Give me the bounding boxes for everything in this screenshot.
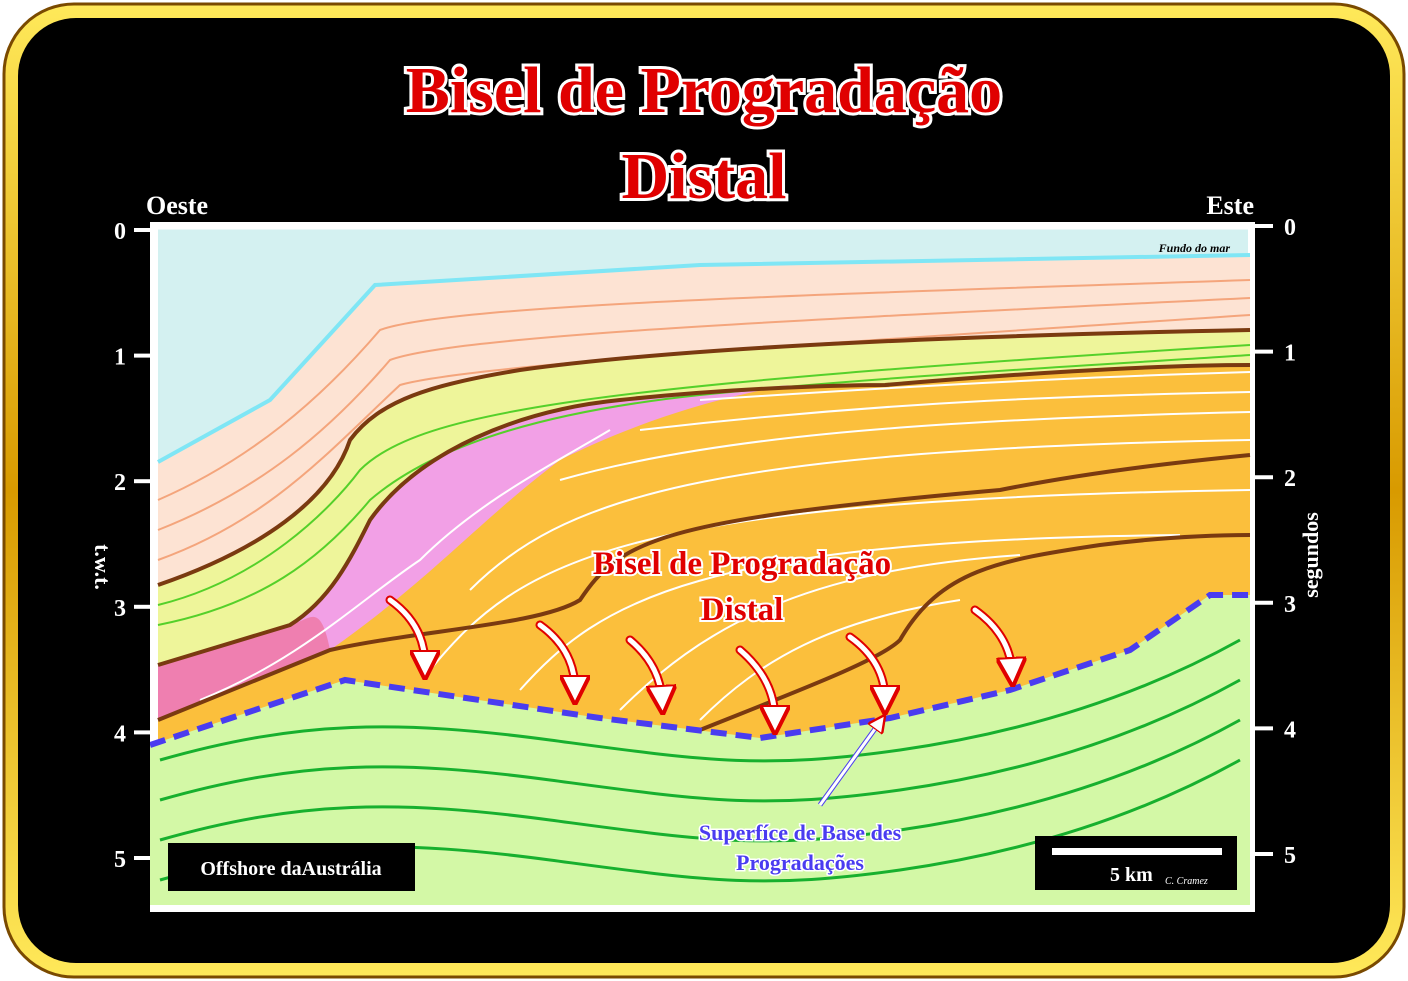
surface-label: Superfíce de Base des <box>699 820 902 845</box>
upper-reflectors <box>157 279 1251 561</box>
arrows <box>385 595 1012 807</box>
credit: C. Cramez <box>1165 876 1208 887</box>
middle-reflectors <box>157 344 1251 626</box>
east-label: Este <box>1206 191 1254 220</box>
left-axis-label: t.w.t. <box>90 544 115 590</box>
tick-label: 3 <box>114 596 126 622</box>
tick-label: 5 <box>114 847 126 873</box>
scale-bar <box>1052 848 1222 855</box>
pink-base <box>158 616 330 720</box>
tick-label: 4 <box>114 721 126 747</box>
west-label: Oeste <box>146 191 208 220</box>
horizons <box>157 328 1251 732</box>
scale-label: 5 km <box>1110 864 1153 886</box>
tick-label: 3 <box>1284 592 1296 618</box>
lower-reflectors <box>158 638 1242 883</box>
location-box <box>168 843 415 891</box>
tick-label: 0 <box>1284 215 1296 241</box>
tick-label: 2 <box>1284 466 1296 492</box>
title-line: Distal <box>622 140 787 213</box>
tick-label: 2 <box>114 470 126 496</box>
right-axis-label: segundos <box>1298 512 1323 598</box>
base-surface <box>150 592 1250 748</box>
scale-box <box>1035 836 1237 890</box>
title-line: Bisel de Progradação <box>406 54 1002 127</box>
prograding-reflectors <box>199 371 1251 721</box>
seafloor-line <box>157 253 1251 464</box>
section <box>150 229 1251 905</box>
tick-label: 4 <box>1284 717 1296 743</box>
surface-label: Progradações <box>736 850 864 875</box>
tick-label: 1 <box>114 345 126 371</box>
tick-label: 1 <box>1284 341 1296 367</box>
tick-label: 5 <box>1284 843 1296 869</box>
lower-layer <box>150 595 1250 905</box>
seafloor-label: Fundo do mar <box>1158 241 1231 255</box>
annotation-line: Distal <box>701 592 784 628</box>
location-label: Offshore daAustrália <box>200 858 381 880</box>
annotation-line: Bisel de Progradação <box>593 546 891 582</box>
tick-label: 0 <box>114 219 126 245</box>
